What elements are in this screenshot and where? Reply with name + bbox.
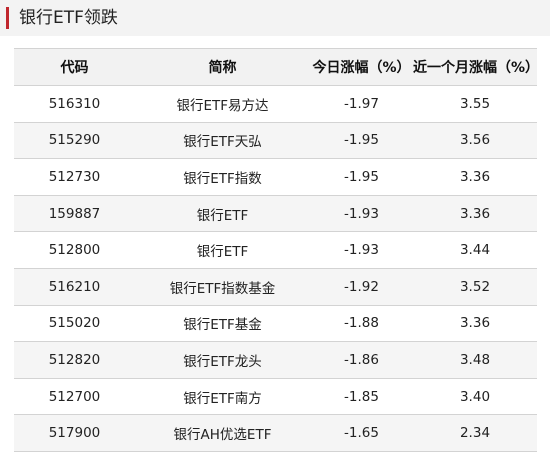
cell-daily-change: -1.93: [310, 231, 413, 269]
cell-code: 512820: [14, 341, 135, 379]
cell-name: 银行ETF: [135, 231, 310, 269]
cell-name: 银行ETF基金: [135, 304, 310, 343]
table-row: 516210 银行ETF指数基金 -1.92 3.52: [14, 267, 537, 306]
cell-monthly-change: 3.56: [413, 121, 537, 160]
cell-daily-change: -1.95: [310, 121, 413, 160]
cell-daily-change: -1.65: [310, 414, 413, 452]
cell-daily-change: -1.92: [310, 267, 413, 306]
table-header-row: 代码 简称 今日涨幅（%） 近一个月涨幅（%）: [14, 48, 539, 86]
cell-name: 银行ETF龙头: [135, 341, 310, 379]
table-row: 512730 银行ETF指数 -1.95 3.36: [14, 158, 537, 196]
cell-monthly-change: 3.36: [413, 194, 537, 233]
cell-monthly-change: 3.36: [413, 304, 537, 343]
cell-daily-change: -1.86: [310, 341, 413, 379]
cell-monthly-change: 3.44: [413, 231, 537, 269]
header-monthly-change: 近一个月涨幅（%）: [413, 48, 539, 86]
header-daily-change: 今日涨幅（%）: [310, 48, 413, 86]
table-row: 159887 银行ETF -1.93 3.36: [14, 194, 537, 233]
header-code: 代码: [14, 48, 135, 86]
title-accent-bar: [6, 7, 9, 29]
cell-name: 银行ETF: [135, 194, 310, 233]
cell-name: 银行ETF天弘: [135, 121, 310, 160]
cell-code: 512700: [14, 377, 135, 416]
cell-name: 银行AH优选ETF: [135, 414, 310, 452]
cell-monthly-change: 3.40: [413, 377, 537, 416]
cell-monthly-change: 3.36: [413, 158, 537, 196]
cell-code: 516210: [14, 267, 135, 306]
page-title: 银行ETF领跌: [19, 8, 118, 28]
table-row: 517900 银行AH优选ETF -1.65 2.34: [14, 414, 537, 452]
table-row: 512700 银行ETF南方 -1.85 3.40: [14, 377, 537, 416]
cell-code: 517900: [14, 414, 135, 452]
cell-code: 512730: [14, 158, 135, 196]
table-row: 515290 银行ETF天弘 -1.95 3.56: [14, 121, 537, 160]
cell-code: 516310: [14, 85, 135, 123]
cell-name: 银行ETF易方达: [135, 85, 310, 123]
cell-code: 159887: [14, 194, 135, 233]
table-row: 512820 银行ETF龙头 -1.86 3.48: [14, 341, 537, 379]
cell-code: 512800: [14, 231, 135, 269]
cell-monthly-change: 2.34: [413, 414, 537, 452]
cell-daily-change: -1.93: [310, 194, 413, 233]
cell-monthly-change: 3.52: [413, 267, 537, 306]
cell-daily-change: -1.85: [310, 377, 413, 416]
table-row: 515020 银行ETF基金 -1.88 3.36: [14, 304, 537, 343]
etf-table: 代码 简称 今日涨幅（%） 近一个月涨幅（%） 516310 银行ETF易方达 …: [14, 48, 539, 452]
table-row: 516310 银行ETF易方达 -1.97 3.55: [14, 85, 537, 123]
cell-monthly-change: 3.55: [413, 85, 537, 123]
header-name: 简称: [135, 48, 310, 86]
table-row: 512800 银行ETF -1.93 3.44: [14, 231, 537, 269]
cell-daily-change: -1.95: [310, 158, 413, 196]
cell-daily-change: -1.97: [310, 85, 413, 123]
cell-name: 银行ETF南方: [135, 377, 310, 416]
cell-code: 515290: [14, 121, 135, 160]
cell-name: 银行ETF指数: [135, 158, 310, 196]
title-bar: 银行ETF领跌: [0, 0, 550, 36]
cell-daily-change: -1.88: [310, 304, 413, 343]
cell-name: 银行ETF指数基金: [135, 267, 310, 306]
cell-monthly-change: 3.48: [413, 341, 537, 379]
cell-code: 515020: [14, 304, 135, 343]
